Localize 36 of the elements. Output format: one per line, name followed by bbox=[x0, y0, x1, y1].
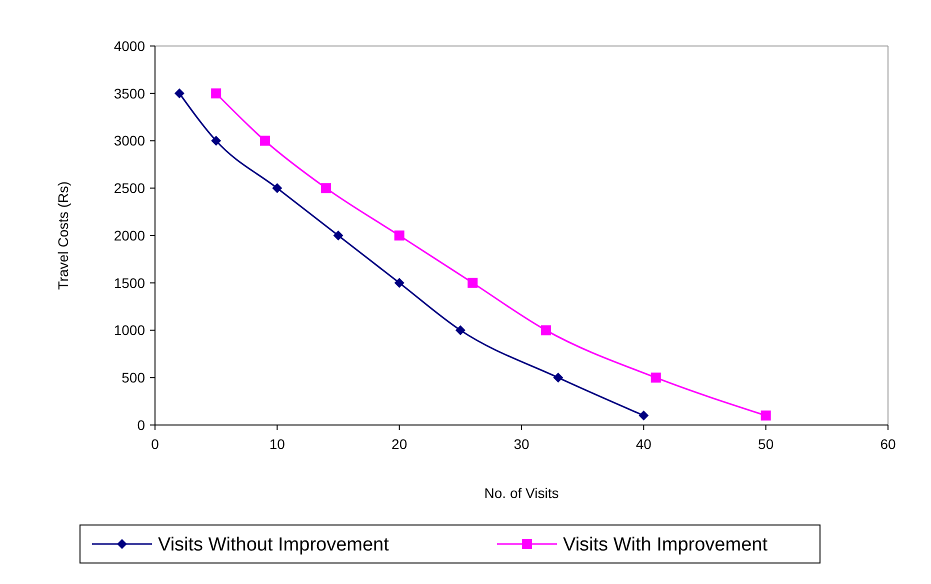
y-tick-label: 1500 bbox=[114, 274, 146, 291]
x-tick-label: 10 bbox=[269, 436, 286, 452]
x-tick-label: 40 bbox=[636, 436, 652, 452]
point bbox=[540, 325, 551, 336]
y-tick-label: 3000 bbox=[114, 132, 146, 149]
point bbox=[211, 136, 222, 146]
x-tick-label: 30 bbox=[514, 436, 530, 452]
y-tick-label: 1000 bbox=[114, 322, 146, 338]
x-tick-label: 0 bbox=[151, 436, 160, 452]
point bbox=[272, 183, 282, 194]
legend-label: Visits With Improvement bbox=[563, 534, 768, 556]
y-tick-label: 2000 bbox=[114, 227, 146, 244]
point bbox=[260, 136, 270, 146]
x-axis-title: No. of Visits bbox=[484, 485, 559, 501]
y-tick-label: 500 bbox=[122, 370, 146, 386]
point bbox=[394, 230, 404, 240]
point bbox=[333, 230, 344, 240]
x-tick-label: 50 bbox=[758, 436, 774, 452]
point bbox=[394, 278, 404, 288]
y-tick-label: 0 bbox=[137, 416, 146, 433]
x-tick-label: 20 bbox=[392, 436, 408, 452]
point bbox=[638, 410, 649, 421]
x-tick-label: 60 bbox=[880, 436, 896, 452]
point bbox=[321, 183, 332, 194]
point bbox=[553, 372, 564, 383]
y-tick-label: 2500 bbox=[114, 180, 146, 196]
y-axis-title: Travel Costs (Rs) bbox=[55, 181, 71, 290]
point bbox=[468, 278, 478, 288]
point bbox=[760, 410, 771, 421]
point bbox=[211, 88, 222, 98]
y-tick-label: 3500 bbox=[114, 85, 146, 102]
y-tick-label: 4000 bbox=[114, 38, 146, 54]
point bbox=[650, 372, 661, 383]
point bbox=[455, 325, 466, 336]
point bbox=[174, 88, 184, 98]
legend-label: Visits Without Improvement bbox=[158, 534, 390, 556]
